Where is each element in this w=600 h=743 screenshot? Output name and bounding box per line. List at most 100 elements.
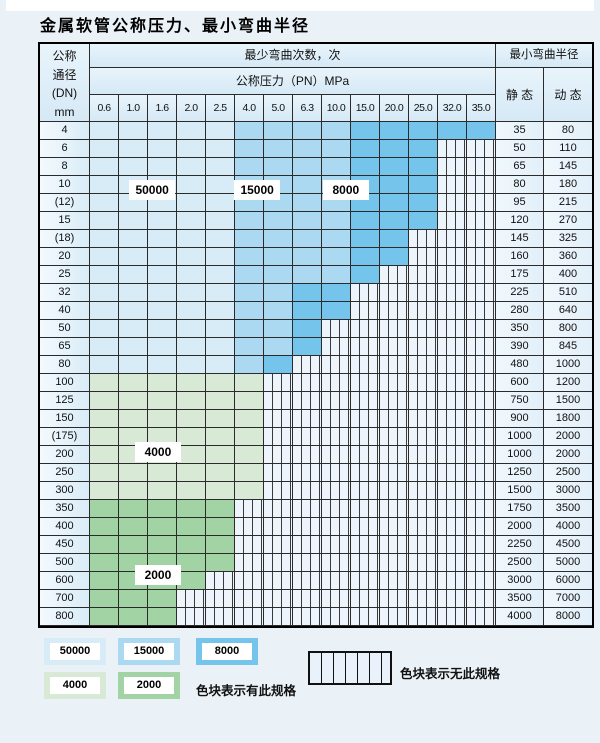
no-spec-cell [467, 212, 496, 230]
spec-cell [177, 320, 206, 338]
no-spec-cell [380, 284, 409, 302]
no-spec-cell [351, 410, 380, 428]
legend-value: 2000 [124, 677, 174, 694]
no-spec-cell [351, 338, 380, 356]
header-dn-line: 公称 [52, 49, 77, 63]
spec-cell [235, 446, 264, 464]
no-spec-cell [409, 518, 438, 536]
spec-cell [206, 122, 235, 140]
pressure-tick-10.0: 10.0 [322, 95, 351, 122]
dn-cell: 150 [40, 410, 90, 428]
spec-cell [351, 212, 380, 230]
no-spec-cell [351, 536, 380, 554]
spec-cell [177, 302, 206, 320]
no-spec-cell [438, 374, 467, 392]
spec-cell [177, 158, 206, 176]
no-spec-cell [438, 194, 467, 212]
spec-cell [235, 464, 264, 482]
legend-no-spec-caption: 色块表示无此规格 [400, 667, 501, 681]
spec-cell [177, 284, 206, 302]
dn-cell: 10 [40, 176, 90, 194]
no-spec-cell [467, 554, 496, 572]
spec-cell [322, 266, 351, 284]
static-radius-cell: 2000 [496, 518, 544, 536]
legend-swatch-50000: 50000 [44, 638, 106, 665]
no-spec-cell [235, 554, 264, 572]
spec-cell [119, 266, 148, 284]
spec-cell [119, 140, 148, 158]
pressure-tick-2.5: 2.5 [206, 95, 235, 122]
no-spec-cell [264, 518, 293, 536]
no-spec-cell [438, 284, 467, 302]
spec-cell [322, 140, 351, 158]
spec-cell [177, 140, 206, 158]
no-spec-cell [293, 608, 322, 626]
legend-has-spec-caption: 色块表示有此规格 [196, 684, 297, 698]
dn-cell: 4 [40, 122, 90, 140]
no-spec-cell [293, 410, 322, 428]
no-spec-cell [351, 554, 380, 572]
no-spec-cell [438, 518, 467, 536]
no-spec-cell [467, 464, 496, 482]
no-spec-cell [264, 410, 293, 428]
spec-cell [293, 212, 322, 230]
spec-cell [351, 266, 380, 284]
no-spec-cell [438, 608, 467, 626]
no-spec-cell [438, 392, 467, 410]
no-spec-cell [438, 554, 467, 572]
spec-cell [235, 212, 264, 230]
no-spec-cell [322, 608, 351, 626]
no-spec-cell [351, 302, 380, 320]
no-spec-cell [380, 536, 409, 554]
spec-cell [235, 482, 264, 500]
no-spec-cell [293, 518, 322, 536]
no-spec-cell [438, 320, 467, 338]
spec-cell [235, 230, 264, 248]
no-spec-cell [380, 320, 409, 338]
static-radius-cell: 225 [496, 284, 544, 302]
spec-cell [119, 338, 148, 356]
dn-cell: 80 [40, 356, 90, 374]
spec-cell [119, 356, 148, 374]
no-spec-cell [293, 464, 322, 482]
spec-cell [409, 212, 438, 230]
dynamic-radius-cell: 1500 [544, 392, 592, 410]
dn-cell: 125 [40, 392, 90, 410]
bend-cycles-label-2000: 2000 [134, 564, 181, 585]
no-spec-cell [409, 320, 438, 338]
spec-cell [119, 320, 148, 338]
spec-cell [206, 338, 235, 356]
header-dn-line: 通径 [52, 67, 77, 82]
spec-cell [206, 518, 235, 536]
no-spec-cell [467, 302, 496, 320]
static-radius-cell: 160 [496, 248, 544, 266]
dynamic-radius-cell: 360 [544, 248, 592, 266]
no-spec-cell [409, 464, 438, 482]
no-spec-cell [351, 572, 380, 590]
spec-cell [235, 140, 264, 158]
dynamic-radius-cell: 6000 [544, 572, 592, 590]
dn-cell: 400 [40, 518, 90, 536]
spec-cell [148, 212, 177, 230]
spec-cell [119, 374, 148, 392]
no-spec-cell [322, 410, 351, 428]
no-spec-cell [264, 572, 293, 590]
no-spec-cell [264, 446, 293, 464]
header-nominal-pressure: 公称压力（PN）MPa [90, 68, 496, 95]
spec-cell [264, 230, 293, 248]
spec-cell [177, 194, 206, 212]
spec-cell [148, 140, 177, 158]
spec-cell [206, 374, 235, 392]
no-spec-cell [322, 500, 351, 518]
static-radius-cell: 65 [496, 158, 544, 176]
spec-cell [90, 500, 119, 518]
static-radius-cell: 35 [496, 122, 544, 140]
spec-cell [177, 356, 206, 374]
no-spec-cell [293, 446, 322, 464]
dn-cell: 250 [40, 464, 90, 482]
static-radius-cell: 4000 [496, 608, 544, 626]
spec-cell [293, 176, 322, 194]
static-radius-cell: 750 [496, 392, 544, 410]
spec-cell [119, 302, 148, 320]
no-spec-cell [380, 482, 409, 500]
